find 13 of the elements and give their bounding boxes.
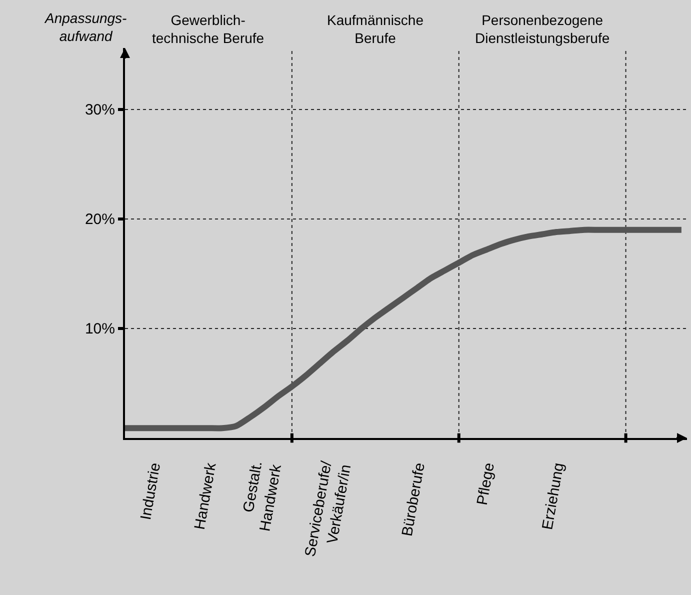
y-axis-title: Anpassungs- aufwand — [44, 10, 128, 44]
x-tick-label: Industrie — [137, 462, 164, 522]
text: Kaufmännische Berufe — [327, 12, 424, 46]
x-tick-label: Gestalt. Handwerk — [240, 460, 286, 533]
text: Personenbezogene Dienstleistungsberufe — [475, 12, 610, 46]
y-tick-label: 10% — [84, 320, 115, 338]
y-tick-label: 30% — [84, 102, 115, 119]
x-tick-label: Erziehung — [539, 462, 568, 532]
x-tick-label: Pflege — [474, 462, 498, 506]
x-tick-label: Handwerk — [191, 461, 220, 531]
y-tick-label: 20% — [84, 211, 115, 228]
x-tick-label: Büroberufe — [398, 462, 428, 538]
text: Gewerblich- technische Berufe — [152, 12, 264, 46]
